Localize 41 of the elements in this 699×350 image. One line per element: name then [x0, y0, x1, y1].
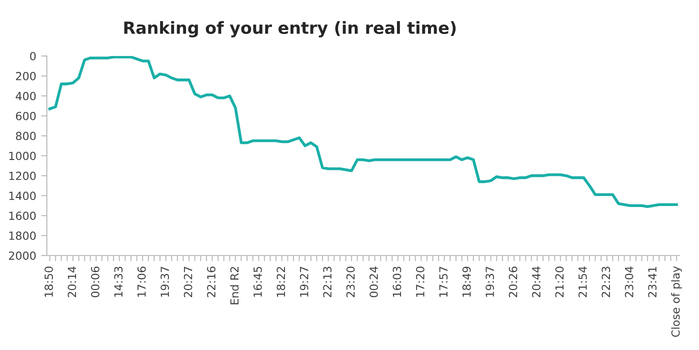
y-tick-label: 1400: [9, 192, 36, 200]
x-tick-label: 21:54: [578, 266, 587, 298]
chart-title: Ranking of your entry (in real time): [124, 21, 456, 38]
x-tick-label: 23:41: [648, 266, 657, 298]
x-tick-label: 17:57: [439, 266, 448, 297]
x-tick-label: 22:23: [602, 266, 610, 298]
x-tick-label: End R2: [230, 267, 239, 304]
x-tick-label: 17:06: [137, 266, 146, 297]
x-tick-label: 22:16: [207, 266, 216, 298]
y-tick-label: 1200: [9, 172, 36, 180]
x-tick-label: 19:37: [160, 266, 170, 297]
y-tick-label: 1600: [9, 212, 36, 220]
y-tick-label: 400: [16, 92, 36, 100]
x-tick-label: 21:20: [555, 266, 564, 298]
x-tick-label: 17:20: [416, 266, 424, 297]
x-tick-label: Close of play: [671, 266, 682, 337]
y-tick-label: 0: [30, 52, 36, 60]
x-tick-label: 23:20: [346, 266, 355, 298]
x-tick-label: 20:14: [68, 266, 76, 298]
x-tick-label: 18:49: [462, 266, 471, 297]
x-tick-label: 16:03: [392, 266, 402, 297]
x-tick-label: 00:06: [90, 266, 100, 298]
line-series: [48, 56, 678, 208]
x-tick-label: 20:44: [532, 266, 540, 298]
x-tick-label: 22:13: [323, 266, 332, 298]
y-tick-label: 2000: [8, 251, 36, 260]
y-tick-label: 800: [16, 132, 36, 140]
x-tick-label: 14:33: [114, 266, 123, 297]
y-tick-label: 1000: [9, 152, 36, 160]
x-tick-label: 23:04: [624, 266, 634, 298]
x-tick-label: 18:22: [276, 267, 286, 297]
y-tick-label: 1800: [9, 232, 36, 240]
y-tick-label: 200: [16, 72, 36, 80]
x-tick-label: 19:37: [486, 266, 494, 297]
x-tick-label: 20:27: [184, 266, 192, 298]
y-tick-label: 600: [16, 112, 36, 120]
x-tick-label: 00:24: [370, 266, 378, 298]
x-tick-label: 20:26: [508, 266, 518, 298]
x-tick-label: 19:27: [300, 266, 308, 297]
x-tick-label: 16:45: [253, 266, 262, 297]
x-tick-label: 18:50: [44, 266, 53, 297]
